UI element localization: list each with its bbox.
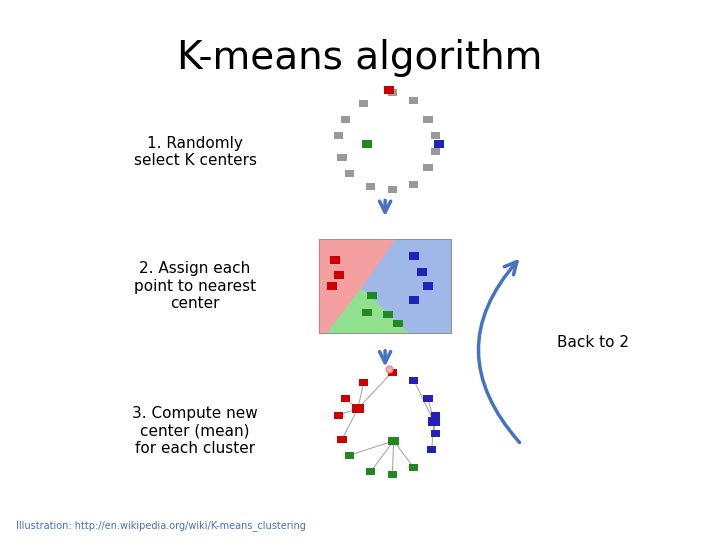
Polygon shape <box>319 239 396 333</box>
Bar <box>319 239 451 333</box>
Bar <box>387 186 397 193</box>
Bar <box>387 89 397 96</box>
Bar <box>409 97 418 104</box>
Bar <box>431 148 440 156</box>
Text: Back to 2: Back to 2 <box>557 335 629 350</box>
Bar <box>362 140 372 147</box>
Bar <box>334 271 344 279</box>
Bar <box>423 116 433 123</box>
FancyArrowPatch shape <box>478 261 520 442</box>
Text: 2. Assign each
point to nearest
center: 2. Assign each point to nearest center <box>134 261 256 311</box>
Bar <box>383 310 393 318</box>
Bar <box>434 140 444 147</box>
Bar <box>366 468 375 475</box>
Bar <box>334 132 343 139</box>
Bar <box>409 296 419 304</box>
Bar <box>319 239 451 333</box>
Bar <box>409 252 419 260</box>
Bar <box>334 411 343 418</box>
Bar <box>423 282 433 290</box>
Bar <box>341 395 351 402</box>
Bar <box>409 376 418 383</box>
Bar <box>427 447 436 454</box>
Bar <box>352 404 364 413</box>
Bar <box>431 411 440 418</box>
Bar <box>387 369 397 375</box>
Bar <box>431 430 440 437</box>
Bar <box>409 180 418 187</box>
Bar <box>345 170 354 177</box>
Text: 1. Randomly
select K centers: 1. Randomly select K centers <box>133 136 256 168</box>
Bar <box>366 292 377 299</box>
Bar <box>387 471 397 478</box>
Bar <box>366 183 375 190</box>
Bar <box>341 116 351 123</box>
Bar <box>327 282 337 290</box>
Bar <box>361 309 372 316</box>
Bar <box>417 268 427 276</box>
Text: K-means algorithm: K-means algorithm <box>177 39 543 77</box>
Bar <box>423 165 433 171</box>
Bar <box>409 464 418 471</box>
Bar <box>345 452 354 459</box>
Bar <box>338 154 347 161</box>
Bar <box>359 100 368 107</box>
Bar <box>428 417 440 426</box>
Bar <box>384 86 394 94</box>
Text: Illustration: http://en.wikipedia.org/wiki/K-means_clustering: Illustration: http://en.wikipedia.org/wi… <box>16 519 305 531</box>
Bar <box>393 320 403 327</box>
Polygon shape <box>327 288 409 333</box>
Bar <box>388 436 400 445</box>
Bar <box>338 436 347 443</box>
Text: 3. Compute new
center (mean)
for each cluster: 3. Compute new center (mean) for each cl… <box>132 406 258 456</box>
Bar <box>359 379 368 386</box>
Bar <box>330 256 340 264</box>
Bar <box>431 132 440 139</box>
Bar <box>423 395 433 402</box>
